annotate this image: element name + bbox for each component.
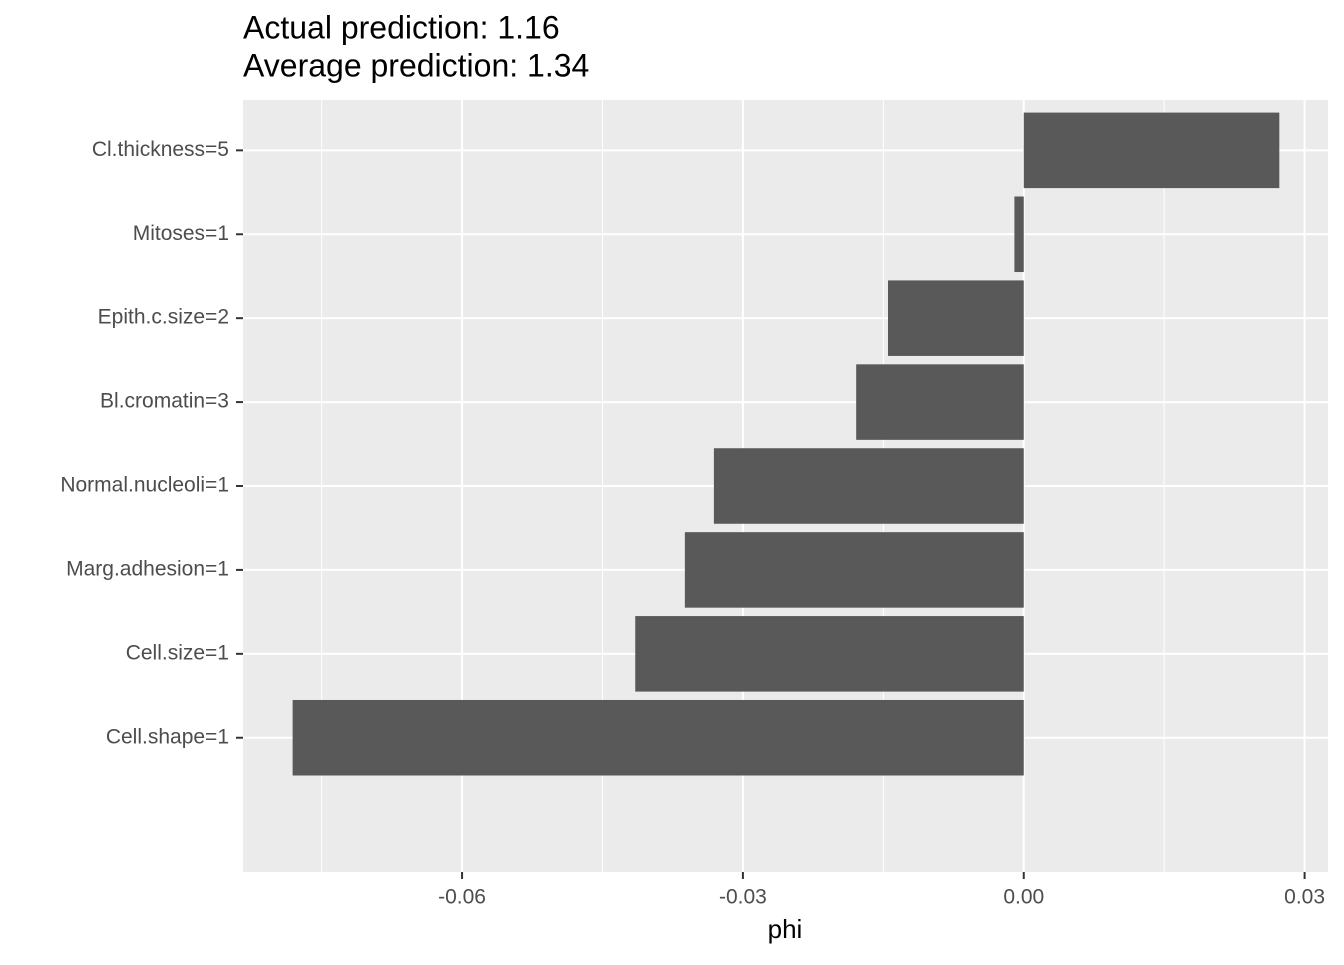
y-tick-label: Epith.c.size=2 — [98, 306, 229, 329]
y-tick-label: Cell.shape=1 — [106, 725, 229, 748]
x-tick-label: -0.03 — [719, 886, 767, 909]
y-tick-label: Mitoses=1 — [133, 222, 229, 245]
bar — [684, 532, 1024, 608]
y-tick-label: Marg.adhesion=1 — [66, 557, 229, 580]
bar — [888, 280, 1024, 356]
bar — [292, 699, 1024, 776]
x-tick-label: 0.00 — [1003, 886, 1044, 909]
chart-subtitle: Average prediction: 1.34 — [243, 47, 589, 83]
x-tick-label: 0.03 — [1284, 886, 1325, 909]
bar — [1014, 196, 1024, 273]
bar — [1023, 112, 1280, 189]
y-tick-label: Normal.nucleoli=1 — [60, 474, 229, 497]
bar — [856, 364, 1024, 440]
x-axis-label: phi — [768, 914, 803, 944]
y-tick-label: Cell.size=1 — [126, 641, 229, 664]
bar — [635, 616, 1024, 692]
x-tick-label: -0.06 — [438, 886, 486, 909]
y-tick-label: Bl.cromatin=3 — [100, 390, 229, 413]
y-tick-label: Cl.thickness=5 — [92, 138, 229, 161]
bar — [713, 448, 1024, 524]
chart-title: Actual prediction: 1.16 — [243, 9, 560, 45]
